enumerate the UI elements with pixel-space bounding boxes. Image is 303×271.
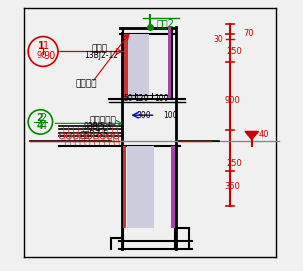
Text: 08BJ5-1: 08BJ5-1: [84, 121, 113, 131]
Text: 2: 2: [40, 113, 47, 123]
Text: 100: 100: [154, 94, 169, 104]
Text: 女儿墙: 女儿墙: [92, 44, 108, 53]
Text: 250: 250: [226, 47, 242, 56]
Text: 13BJ2-12: 13BJ2-12: [84, 51, 118, 60]
Text: 1: 1: [43, 41, 49, 51]
Polygon shape: [245, 131, 258, 140]
Text: 40: 40: [258, 130, 269, 139]
Bar: [128, 34, 149, 98]
Text: 4: 4: [36, 121, 43, 131]
Bar: [127, 146, 154, 228]
Text: 2: 2: [36, 113, 43, 123]
Text: 铝板压顶: 铝板压顶: [76, 79, 97, 89]
Text: 90: 90: [36, 51, 47, 60]
Text: 栏杆2: 栏杆2: [157, 18, 175, 28]
Text: 300: 300: [137, 111, 151, 120]
Text: 平屋DZ-5: 平屋DZ-5: [81, 130, 109, 139]
Text: 900: 900: [225, 96, 240, 105]
Text: 90: 90: [43, 51, 55, 60]
Text: 120: 120: [134, 94, 148, 104]
Text: 70: 70: [244, 29, 254, 38]
Text: 防水收头详: 防水收头详: [89, 116, 116, 125]
Bar: [168, 26, 171, 98]
Bar: [123, 146, 126, 228]
Text: 250: 250: [226, 159, 242, 169]
Text: 1: 1: [38, 41, 45, 51]
Text: 100: 100: [164, 111, 178, 120]
Bar: [125, 34, 128, 98]
Text: 30: 30: [214, 35, 224, 44]
Text: 4: 4: [40, 121, 47, 131]
Bar: [171, 146, 175, 228]
Text: 350: 350: [225, 182, 241, 192]
Text: 50: 50: [123, 94, 133, 104]
